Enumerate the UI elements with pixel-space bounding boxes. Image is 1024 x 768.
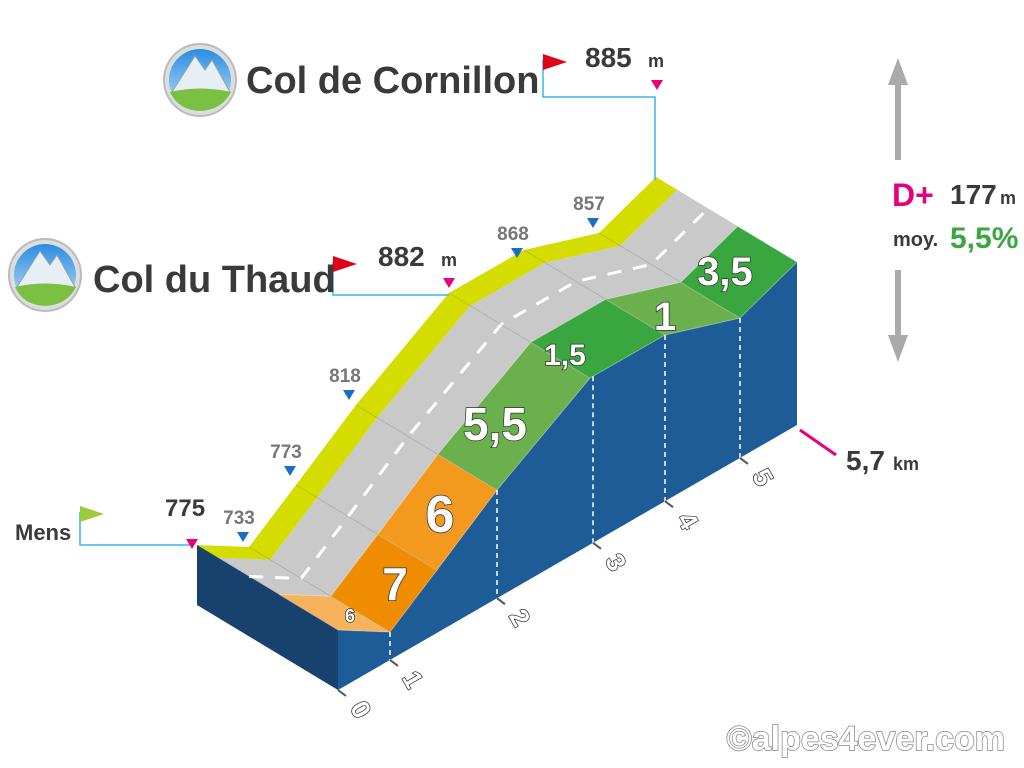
km-tick (389, 659, 399, 667)
waypoint-altitude: 733 (223, 508, 255, 529)
start-name: Mens (15, 520, 71, 545)
segment-edge (248, 546, 391, 633)
height-arrow (888, 58, 908, 362)
distance: 5,7 (846, 445, 885, 476)
gradient-band (679, 225, 798, 319)
gradient-label: 3,5 (697, 250, 753, 294)
unit: m (648, 51, 664, 71)
segment-edge (196, 544, 339, 631)
km-tick (592, 541, 602, 550)
segment-edge (523, 249, 666, 336)
leaders (79, 60, 656, 546)
gradient-label: 7 (382, 558, 408, 610)
segment-edge (448, 292, 591, 379)
km-label: 5 (746, 464, 779, 492)
segment-edge (598, 232, 741, 319)
km-tick (664, 500, 674, 509)
side-face (338, 262, 797, 690)
gain-value: 177 (950, 179, 997, 210)
front-face (197, 545, 338, 690)
gradient-label: 1 (654, 295, 676, 339)
summit-icon (163, 43, 237, 117)
yellow-edge (197, 177, 678, 560)
start-altitude: 775 (165, 495, 205, 522)
km-label: 3 (599, 549, 632, 577)
segment-edge (295, 484, 438, 571)
flag (543, 54, 567, 70)
unit: m (441, 250, 457, 270)
waypoint-altitude: 818 (329, 366, 361, 387)
road-line (249, 207, 710, 580)
gradient-label: 6 (345, 606, 355, 626)
km-label: 2 (503, 604, 536, 632)
summit-altitude: 885 (585, 42, 632, 73)
waypoint-marker (587, 218, 599, 228)
waypoint-altitude: 773 (270, 442, 302, 463)
flag (80, 506, 104, 522)
km-label: 4 (671, 507, 704, 535)
segment-edge (355, 404, 498, 491)
average-value: 5,5% (950, 222, 1018, 255)
distance-tick (799, 428, 837, 457)
waypoint-marker (284, 466, 296, 476)
waypoint-marker (511, 248, 523, 258)
unit: m (1000, 188, 1016, 208)
average-label: moy. (893, 229, 938, 251)
km-label: 1 (396, 666, 429, 694)
km-label: 0 (344, 696, 377, 724)
gradient-label: 1,5 (544, 339, 586, 372)
gradient-label: 5,5 (463, 398, 527, 450)
waypoint-altitude: 868 (497, 224, 529, 245)
waypoint-altitude: 857 (573, 194, 605, 215)
pass-icon (8, 238, 82, 312)
km-tick (496, 597, 506, 606)
waypoint-marker (343, 390, 355, 400)
credit: ©alpes4ever.com (727, 720, 1005, 758)
gain-label: D+ (892, 177, 934, 213)
gradient-label: 6 (426, 486, 455, 544)
waypoint-marker (237, 532, 249, 542)
unit: km (893, 454, 919, 474)
altitude-markers (186, 80, 663, 549)
profile-block (196, 177, 798, 690)
km-tick (739, 457, 749, 465)
flag (333, 256, 357, 272)
summit-name: Col de Cornillon (246, 60, 539, 102)
road (218, 189, 738, 597)
pass-name: Col du Thaud (93, 259, 336, 301)
pass-altitude: 882 (378, 241, 425, 272)
km-tick (337, 689, 347, 697)
